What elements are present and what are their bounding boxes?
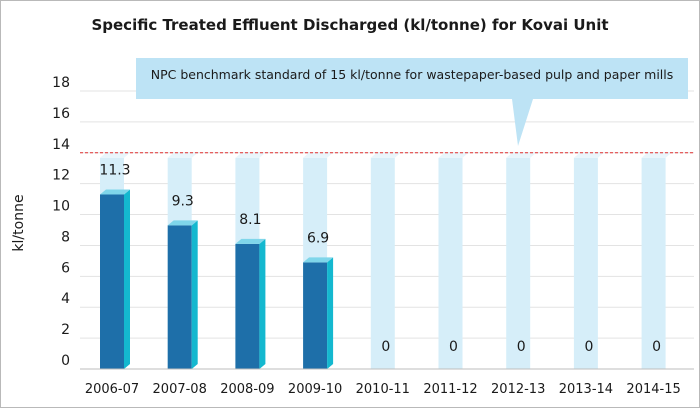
y-tick-label: 14 bbox=[52, 137, 70, 153]
x-tick-label: 2010-11 bbox=[356, 382, 410, 397]
y-tick-label: 4 bbox=[61, 291, 70, 307]
data-label: 0 bbox=[449, 339, 458, 355]
y-tick-label: 2 bbox=[61, 322, 70, 338]
bar-side bbox=[327, 257, 334, 369]
range-bar bbox=[370, 157, 395, 369]
y-tick-label: 8 bbox=[61, 229, 70, 245]
y-tick-label: 12 bbox=[52, 168, 70, 184]
range-bar bbox=[641, 157, 666, 369]
y-tick-label: 16 bbox=[52, 106, 70, 122]
callout-box bbox=[136, 58, 688, 146]
range-bar-top bbox=[641, 152, 672, 158]
bar-side bbox=[259, 238, 266, 369]
range-bar-top bbox=[100, 152, 130, 158]
x-tick-label: 2009-10 bbox=[288, 382, 342, 397]
bar bbox=[167, 225, 192, 369]
bar-top bbox=[303, 257, 334, 263]
bar-top bbox=[235, 238, 266, 244]
data-label: 11.3 bbox=[99, 162, 130, 178]
y-tick-label: 0 bbox=[61, 353, 70, 369]
range-bar-top bbox=[573, 152, 604, 158]
y-tick-label: 18 bbox=[52, 75, 70, 91]
x-tick-label: 2012-13 bbox=[491, 382, 545, 397]
x-tick-label: 2007-08 bbox=[153, 382, 207, 397]
bars bbox=[100, 189, 334, 369]
data-label: 0 bbox=[652, 339, 661, 355]
bar-top bbox=[167, 220, 198, 226]
bar bbox=[235, 243, 260, 369]
data-labels: 11.3 9.3 8.1 6.9 0 0 0 0 0 bbox=[99, 162, 661, 355]
range-bar-top bbox=[370, 152, 401, 158]
data-label: 9.3 bbox=[172, 193, 194, 209]
bar bbox=[100, 194, 124, 369]
data-label: 0 bbox=[517, 339, 526, 355]
range-bar bbox=[438, 157, 463, 369]
range-bar-top bbox=[235, 152, 266, 158]
range-bar-top bbox=[167, 152, 198, 158]
bar bbox=[303, 262, 328, 369]
range-bar-top bbox=[506, 152, 537, 158]
y-tick-label: 6 bbox=[61, 260, 70, 276]
x-tick-label: 2014-15 bbox=[626, 382, 680, 397]
bar-side bbox=[191, 220, 198, 369]
range-bar-top bbox=[303, 152, 334, 158]
data-label: 0 bbox=[381, 339, 390, 355]
y-axis-title: kl/tonne bbox=[11, 194, 27, 251]
x-tick-label: 2006-07 bbox=[85, 382, 139, 397]
chart-title: Specific Treated Effluent Discharged (kl… bbox=[91, 16, 608, 34]
data-label: 0 bbox=[584, 339, 593, 355]
range-bar bbox=[506, 157, 531, 369]
range-bar-top bbox=[438, 152, 469, 158]
range-bar bbox=[573, 157, 598, 369]
benchmark-callout: NPC benchmark standard of 15 kl/tonne fo… bbox=[136, 58, 688, 146]
x-tick-label: 2008-09 bbox=[220, 382, 274, 397]
x-tick-label: 2011-12 bbox=[423, 382, 477, 397]
bar-side bbox=[124, 189, 130, 369]
x-axis-ticks: 2006-07 2007-08 2008-09 2009-10 2010-11 2011-… bbox=[85, 382, 681, 397]
bar-top bbox=[100, 189, 130, 195]
callout-text: NPC benchmark standard of 15 kl/tonne fo… bbox=[151, 67, 674, 82]
x-tick-label: 2013-14 bbox=[559, 382, 613, 397]
y-tick-label: 10 bbox=[52, 199, 70, 215]
data-label: 8.1 bbox=[239, 212, 261, 228]
y-axis-ticks: 0 2 4 6 8 10 12 14 16 18 bbox=[52, 75, 70, 369]
data-label: 6.9 bbox=[307, 230, 329, 246]
